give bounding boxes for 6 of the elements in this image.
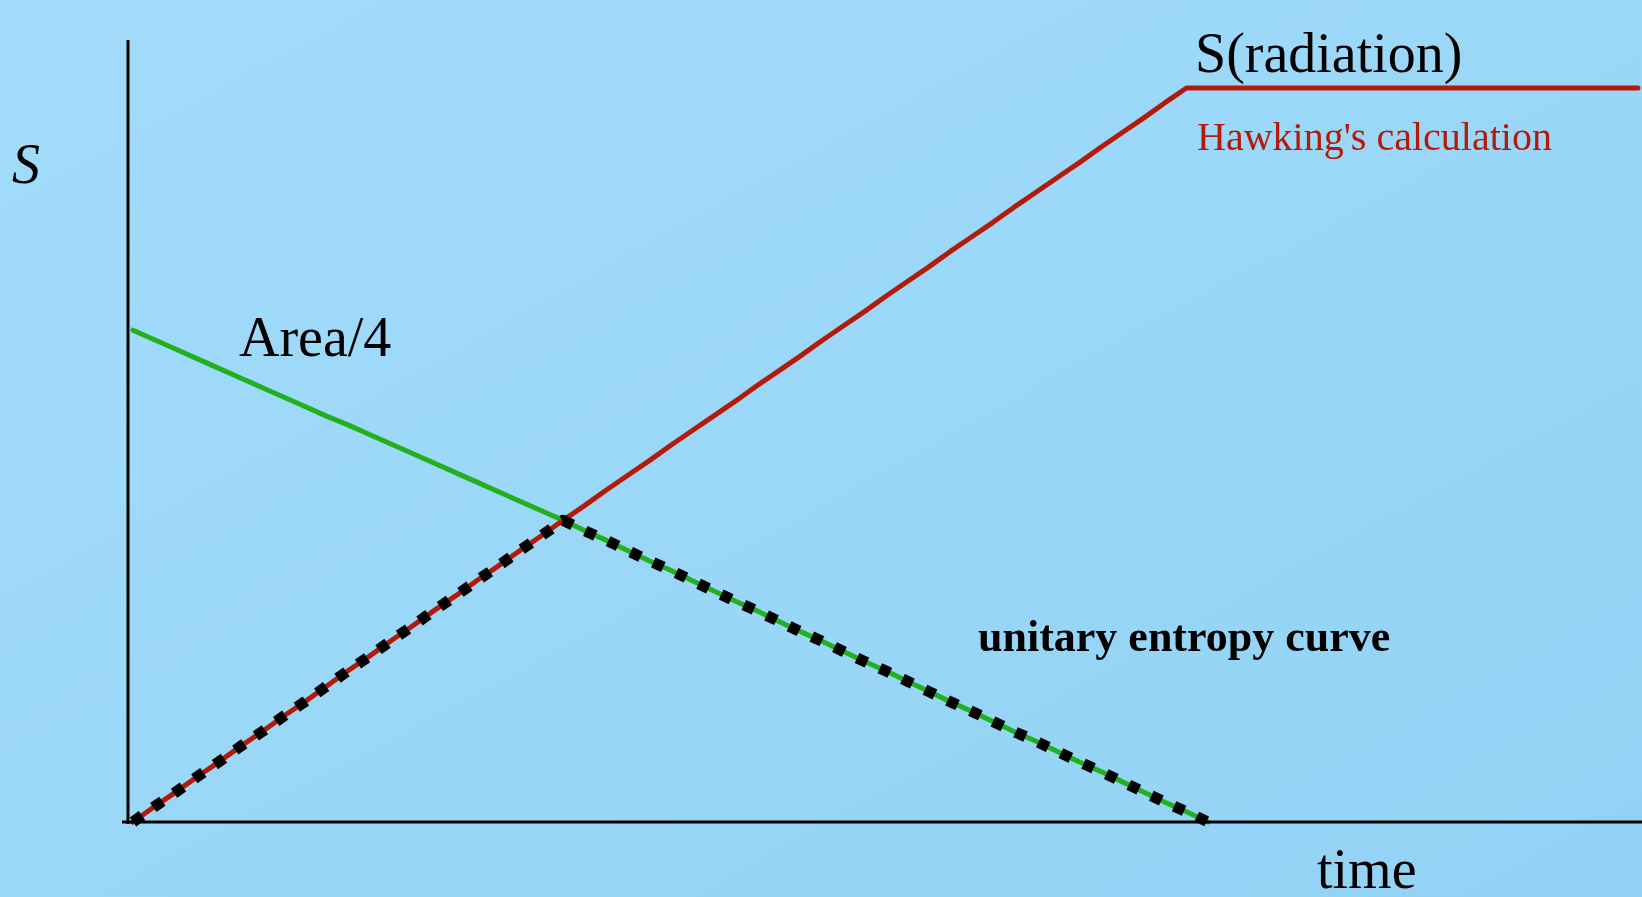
- series-label: Area/4: [239, 306, 392, 368]
- y-axis-title: S: [12, 133, 40, 195]
- series-label: unitary entropy curve: [978, 612, 1391, 661]
- annotation: Hawking's calculation: [1197, 114, 1552, 159]
- x-axis-title: time: [1317, 838, 1417, 897]
- series-label: S(radiation): [1195, 22, 1463, 85]
